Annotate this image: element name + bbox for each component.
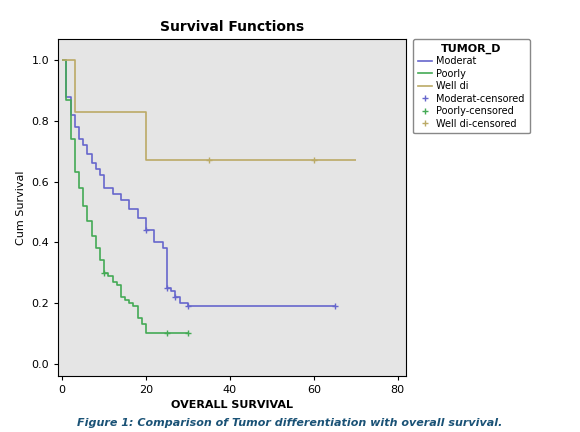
- Title: Survival Functions: Survival Functions: [160, 19, 304, 34]
- X-axis label: OVERALL SURVIVAL: OVERALL SURVIVAL: [171, 400, 293, 410]
- Text: Figure 1: Comparison of Tumor differentiation with overall survival.: Figure 1: Comparison of Tumor differenti…: [77, 418, 503, 428]
- Legend: Moderat, Poorly, Well di, Moderat-censored, Poorly-censored, Well di-censored: Moderat, Poorly, Well di, Moderat-censor…: [413, 39, 530, 133]
- Y-axis label: Cum Survival: Cum Survival: [16, 170, 26, 245]
